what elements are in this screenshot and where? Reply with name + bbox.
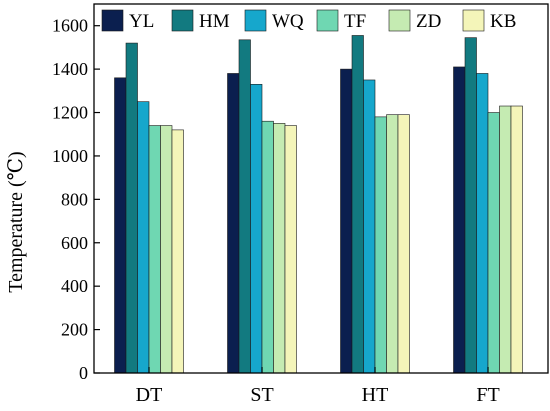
bar-tf-dt <box>148 125 161 374</box>
bar-tf-st <box>261 120 274 374</box>
x-categories: DT ST HT FT <box>136 367 500 406</box>
bar-zd-ht <box>386 114 399 374</box>
bar-wq-ft <box>476 73 489 374</box>
bar-kb-ft <box>510 105 523 374</box>
bar-hm-st <box>238 39 251 374</box>
y-tick-label: 1200 <box>52 103 88 123</box>
legend: YL HM WQ TF ZD KB <box>101 9 516 32</box>
legend-swatch-kb <box>462 9 485 32</box>
y-tick-label: 400 <box>61 276 88 296</box>
bar-hm-ht <box>351 35 364 374</box>
y-tick-label: 600 <box>61 233 88 253</box>
bar-zd-ft <box>499 105 512 374</box>
legend-label-yl: YL <box>129 11 154 32</box>
legend-label-zd: ZD <box>416 11 441 32</box>
legend-swatch-wq <box>244 9 267 32</box>
bar-yl-st <box>227 73 240 374</box>
bar-yl-ht <box>340 68 353 374</box>
bar-wq-dt <box>137 101 150 374</box>
legend-swatch-zd <box>388 9 411 32</box>
legend-swatch-hm <box>171 9 194 32</box>
legend-label-kb: KB <box>490 11 516 32</box>
bar-yl-ft <box>453 66 466 374</box>
bar-zd-st <box>273 123 286 374</box>
bar-zd-dt <box>160 125 173 374</box>
x-tick-label-st: ST <box>250 384 273 406</box>
y-tick-label: 200 <box>61 320 88 340</box>
y-ticks: 0 200 400 600 800 1000 1200 1400 1600 <box>52 16 100 383</box>
legend-swatch-yl <box>101 9 124 32</box>
x-tick-label-ft: FT <box>476 384 499 406</box>
bars-layer <box>114 35 523 374</box>
bar-hm-ft <box>464 37 477 374</box>
y-tick-label: 800 <box>61 189 88 209</box>
y-tick-label: 1400 <box>52 59 88 79</box>
y-axis-title: Temperature (℃) <box>5 151 27 292</box>
legend-label-hm: HM <box>199 11 230 32</box>
bar-yl-dt <box>114 77 127 374</box>
axes-layer <box>93 3 549 374</box>
bar-kb-dt <box>171 129 184 374</box>
y-tick-label: 1600 <box>52 16 88 36</box>
bar-tf-ft <box>487 112 500 374</box>
bar-hm-dt <box>125 42 138 374</box>
bar-kb-st <box>284 125 297 374</box>
legend-label-wq: WQ <box>272 11 304 32</box>
legend-label-tf: TF <box>344 11 366 32</box>
x-tick-label-dt: DT <box>136 384 163 406</box>
legend-swatch-tf <box>316 9 339 32</box>
bar-kb-ht <box>397 114 410 374</box>
y-tick-label: 1000 <box>52 146 88 166</box>
plot-frame <box>93 3 549 374</box>
bar-wq-st <box>250 84 263 374</box>
bar-tf-ht <box>374 116 387 374</box>
y-tick-label: 0 <box>79 363 88 383</box>
x-tick-label-ht: HT <box>362 384 389 406</box>
bar-wq-ht <box>363 79 376 374</box>
